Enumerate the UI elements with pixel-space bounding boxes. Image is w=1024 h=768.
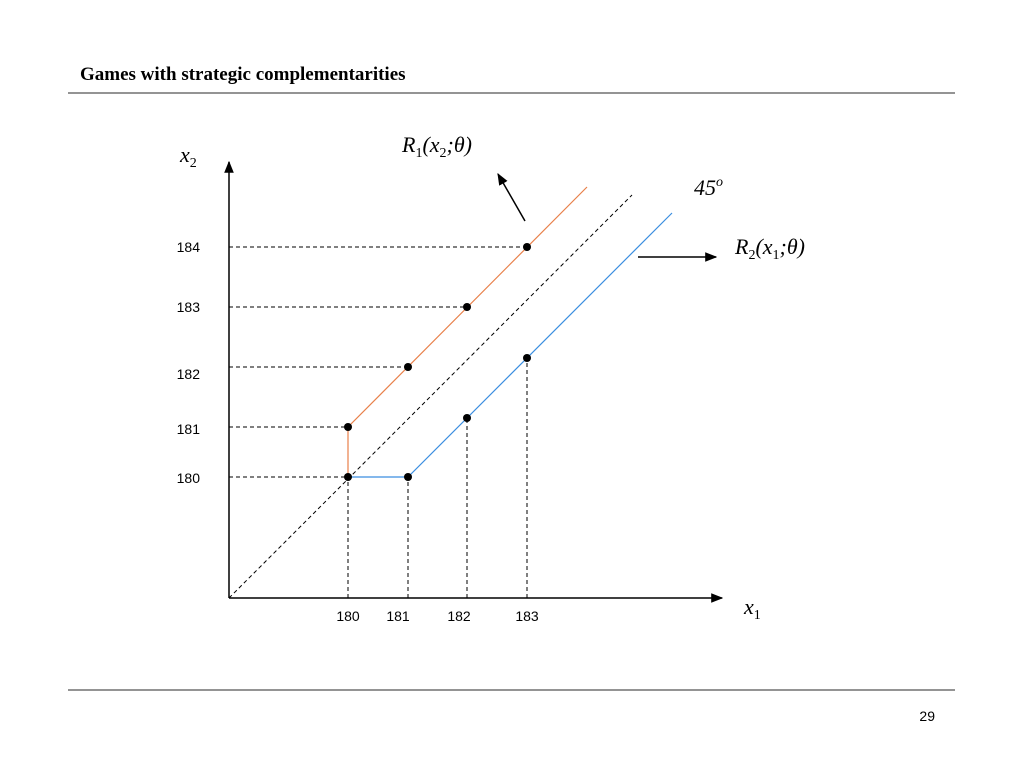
label-part: 45	[694, 175, 716, 200]
x-axis-label: x1	[743, 594, 761, 623]
points	[344, 243, 531, 481]
point	[404, 363, 412, 371]
label-part: o	[716, 175, 723, 190]
guides	[229, 246, 528, 598]
r1-label: R1(x2;θ)	[401, 132, 472, 161]
label-part: (x	[755, 234, 772, 259]
point	[523, 243, 531, 251]
point	[344, 423, 352, 431]
label-part: R	[734, 234, 749, 259]
label-part: 2	[440, 146, 447, 161]
r1-arrow	[497, 172, 526, 222]
y-tick-label: 184	[177, 239, 201, 255]
y-tick-label: 181	[177, 421, 201, 437]
y-axis-label: x2	[179, 142, 197, 171]
label-part: (x	[422, 132, 439, 157]
y-tick-label: 180	[177, 470, 201, 486]
label-part: x	[743, 594, 754, 619]
r2-label: R2(x1;θ)	[734, 234, 805, 263]
page-number: 29	[919, 708, 935, 724]
point	[344, 473, 352, 481]
label-part: ;θ)	[447, 132, 472, 157]
label-part: 1	[773, 248, 780, 263]
point	[463, 303, 471, 311]
x-tick-label: 183	[515, 608, 539, 624]
label-part: 2	[748, 248, 755, 263]
label-part: x	[179, 142, 190, 167]
y-tick-label: 183	[177, 299, 201, 315]
x-tick-label: 182	[447, 608, 471, 624]
label-part: 1	[754, 608, 761, 623]
point	[523, 354, 531, 362]
x-tick-label: 181	[386, 608, 410, 624]
y-tick-label: 182	[177, 366, 201, 382]
slide-title: Games with strategic complementarities	[80, 64, 406, 85]
label-part: R	[401, 132, 416, 157]
x-tick-label: 180	[336, 608, 360, 624]
label-part: 2	[190, 156, 197, 171]
point	[404, 473, 412, 481]
diagonal-line	[228, 194, 633, 599]
point	[463, 414, 471, 422]
label-part: 1	[415, 146, 422, 161]
label-part: ;θ)	[780, 234, 805, 259]
diagonal-label: 45o	[694, 175, 723, 200]
